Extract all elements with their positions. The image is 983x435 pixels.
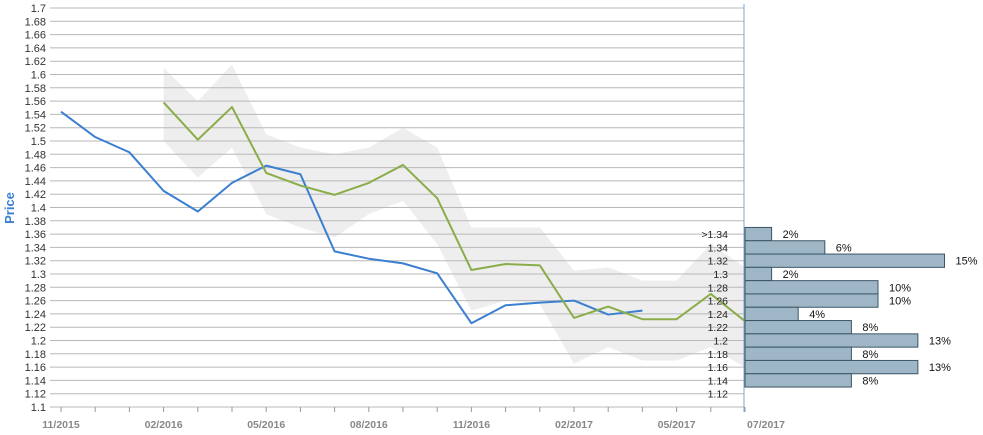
y-axis-label: Price [2, 192, 17, 224]
y-tick-label: 1.42 [25, 189, 46, 201]
distribution-bar-value: 2% [783, 269, 799, 281]
distribution-bin-label: 1.24 [708, 309, 729, 321]
y-tick-label: 1.36 [25, 229, 46, 241]
y-tick-label: 1.24 [25, 309, 46, 321]
distribution-bar [744, 373, 852, 388]
distribution-bar [744, 226, 773, 242]
y-tick-label: 1.26 [25, 296, 46, 308]
distribution-bin-label: 1.2 [713, 336, 728, 348]
y-tick-label: 1.14 [25, 375, 46, 387]
forecast-band-layer [163, 64, 746, 368]
distribution-bin-label: 1.22 [708, 322, 729, 334]
distribution-bar [744, 280, 879, 295]
y-tick-label: 1.2 [31, 336, 46, 348]
distribution-bar-value: 10% [889, 296, 911, 308]
x-tick-label: 02/2017 [555, 419, 593, 431]
distribution-layer: >1.34 2% 1.34 6% 1.32 15% 1.3 2% 1.28 10% 1.26 10% 1… [701, 226, 978, 401]
x-tick-label: 05/2016 [247, 419, 285, 431]
y-tick-label: 1.5 [31, 136, 46, 148]
distribution-bar-value: 8% [862, 349, 878, 361]
x-tick-label: 05/2017 [658, 419, 696, 431]
y-tick-label: 1.48 [25, 149, 46, 161]
y-tick-label: 1.16 [25, 362, 46, 374]
x-tick-label: 08/2016 [350, 419, 388, 431]
y-tick-label: 1.34 [25, 242, 46, 254]
distribution-bar [744, 306, 799, 322]
distribution-bar [744, 320, 852, 335]
y-tick-label: 1.66 [25, 30, 46, 42]
distribution-bin-label: 1.32 [708, 256, 729, 268]
distribution-bar [744, 359, 919, 375]
y-tick-label: 1.4 [31, 203, 46, 215]
distribution-bin-label: 1.18 [708, 349, 729, 361]
grid-layer [50, 7, 744, 408]
x-tick-label: 11/2015 [42, 419, 80, 431]
distribution-bar-value: 10% [889, 282, 911, 294]
distribution-bar [744, 253, 945, 268]
series-layer [60, 101, 746, 325]
distribution-bin-label: 1.3 [713, 269, 728, 281]
distribution-bar-value: 6% [836, 242, 852, 254]
y-tick-label: 1.18 [25, 349, 46, 361]
distribution-bin-label: 1.28 [708, 282, 729, 294]
distribution-bar [744, 266, 773, 282]
y-tick-label: 1.38 [25, 216, 46, 228]
y-tick-label: 1.22 [25, 322, 46, 334]
y-tick-label: 1.64 [25, 43, 46, 55]
distribution-bar-value: 2% [783, 229, 799, 241]
y-tick-label: 1.28 [25, 282, 46, 294]
distribution-bin-label: 1.26 [708, 296, 729, 308]
axis-layer: 1.11.121.141.161.181.21.221.241.261.281.… [25, 3, 786, 431]
y-tick-label: 1.6 [31, 70, 46, 82]
distribution-bar-value: 8% [862, 322, 878, 334]
distribution-bar-value: 13% [929, 336, 951, 348]
distribution-bar-value: 4% [809, 309, 825, 321]
y-tick-label: 1.68 [25, 16, 46, 28]
distribution-bar-value: 8% [862, 375, 878, 387]
y-tick-label: 1.56 [25, 96, 46, 108]
series-line-green [162, 101, 746, 322]
distribution-bin-label: 1.16 [708, 362, 729, 374]
series-line-blue [60, 110, 643, 325]
y-tick-label: 1.52 [25, 123, 46, 135]
y-tick-label: 1.12 [25, 389, 46, 401]
distribution-bin-label: >1.34 [701, 229, 728, 241]
y-tick-label: 1.3 [31, 269, 46, 281]
distribution-bar [744, 293, 879, 308]
y-tick-label: 1.54 [25, 109, 46, 121]
x-tick-label: 07/2017 [747, 419, 785, 431]
y-tick-label: 1.7 [31, 3, 46, 15]
x-tick-label: 02/2016 [145, 419, 183, 431]
distribution-bin-label: 1.12 [708, 389, 729, 401]
x-tick-label: 11/2016 [453, 419, 491, 431]
distribution-bar-value: 15% [956, 256, 978, 268]
y-tick-label: 1.32 [25, 256, 46, 268]
distribution-bar [744, 333, 919, 348]
distribution-bin-label: 1.14 [708, 375, 729, 387]
distribution-bar [744, 240, 826, 255]
y-tick-label: 1.46 [25, 163, 46, 175]
distribution-bar-value: 13% [929, 362, 951, 374]
distribution-bin-label: 1.34 [708, 242, 729, 254]
y-tick-label: 1.44 [25, 176, 46, 188]
forecast-band [163, 64, 746, 368]
y-tick-label: 1.62 [25, 56, 46, 68]
y-tick-label: 1.1 [31, 402, 46, 414]
y-tick-label: 1.58 [25, 83, 46, 95]
distribution-bar [744, 346, 852, 361]
